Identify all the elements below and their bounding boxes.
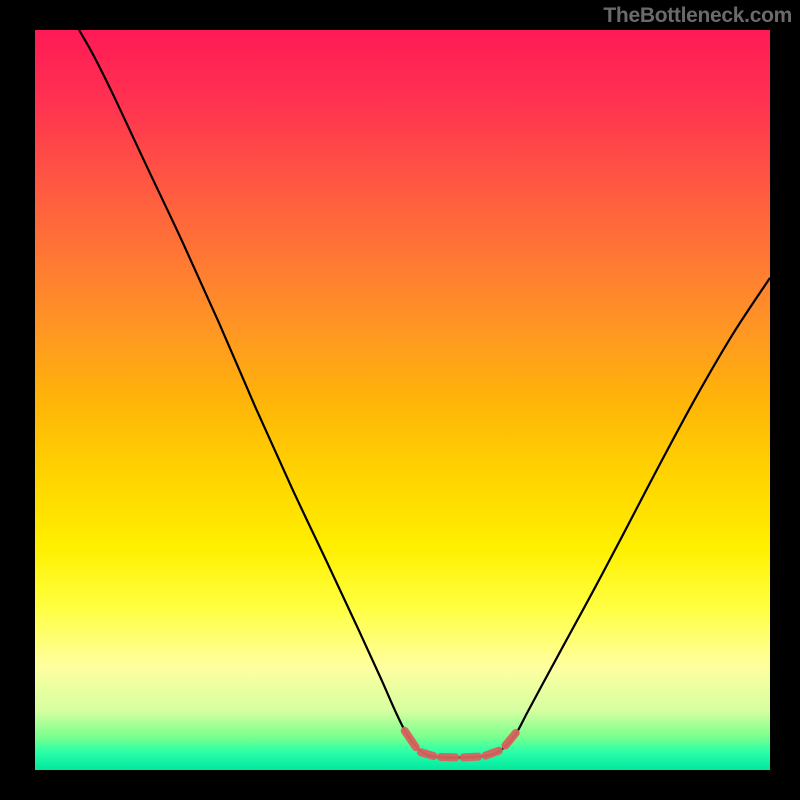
highlight-segment <box>421 752 433 756</box>
chart-container: TheBottleneck.com <box>0 0 800 800</box>
chart-svg <box>35 30 770 770</box>
highlight-segment <box>486 751 499 756</box>
watermark-text: TheBottleneck.com <box>603 4 792 28</box>
highlight-segment <box>464 757 479 758</box>
gradient-background <box>35 30 770 770</box>
plot-area <box>35 30 770 770</box>
